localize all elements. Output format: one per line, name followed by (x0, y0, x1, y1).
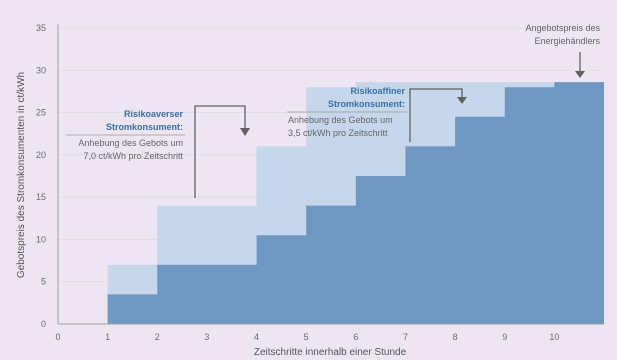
annotation-offer-arrowhead (575, 71, 585, 78)
annotation-offer: Angebotspreis des Energiehändlers (525, 23, 600, 78)
axes (57, 24, 604, 325)
y-tick-label-15: 15 (36, 192, 46, 202)
x-tick-label-8: 8 (453, 332, 458, 342)
annotation-offer-line-1: Angebotspreis des (525, 23, 600, 33)
annotation-affine-body-1: Anhebung des Gebots um (288, 115, 393, 125)
y-tick-label-25: 25 (36, 108, 46, 118)
y-tick-label-10: 10 (36, 234, 46, 244)
annotation-averse-body-1: Anhebung des Gebots um (78, 138, 183, 148)
y-axis-title: Gebotspreis des Stromkonsumenten in ct/k… (16, 72, 27, 278)
series-area-affine (107, 82, 605, 324)
y-tick-label-30: 30 (36, 65, 46, 75)
y-tick-label-0: 0 (41, 319, 46, 329)
x-tick-label-1: 1 (105, 332, 110, 342)
x-axis-title: Zeitschritte innerhalb einer Stunde (254, 347, 407, 358)
y-tick-label-20: 20 (36, 150, 46, 160)
x-tick-label-4: 4 (254, 332, 259, 342)
x-tick-label-9: 9 (502, 332, 507, 342)
step-areas (107, 82, 605, 324)
annotation-affine-head-2: Stromkonsument: (328, 99, 405, 109)
annotation-affine: Risikoaffiner Stromkonsument: Anhebung d… (287, 86, 467, 142)
x-tick-label-2: 2 (155, 332, 160, 342)
annotation-averse-head-1: Risikoaverser (124, 109, 184, 119)
x-tick-label-7: 7 (403, 332, 408, 342)
annotation-averse-arrowhead (240, 128, 250, 136)
x-tick-label-10: 10 (549, 332, 559, 342)
y-tick-label-35: 35 (36, 23, 46, 33)
x-tick-label-3: 3 (204, 332, 209, 342)
annotation-averse: Risikoaverser Stromkonsument: Anhebung d… (66, 105, 250, 198)
x-tick-label-6: 6 (353, 332, 358, 342)
annotation-averse-head-2: Stromkonsument: (106, 122, 183, 132)
tick-labels: 0 5 10 15 20 25 30 35 0 1 2 3 4 5 6 7 8 9 10 (36, 23, 559, 342)
y-tick-label-5: 5 (41, 277, 46, 287)
annotation-offer-line-2: Energiehändlers (534, 36, 600, 46)
annotation-affine-arrowhead (457, 97, 467, 104)
annotation-averse-body-2: 7,0 ct/kWh pro Zeitschritt (83, 151, 183, 161)
x-tick-label-0: 0 (55, 332, 60, 342)
annotation-affine-head-1: Risikoaffiner (350, 86, 405, 96)
annotation-affine-body-2: 3,5 ct/kWh pro Zeitschritt (288, 128, 388, 138)
annotation-averse-arrow (194, 105, 246, 198)
x-tick-label-5: 5 (304, 332, 309, 342)
annotation-affine-arrow (409, 88, 463, 142)
